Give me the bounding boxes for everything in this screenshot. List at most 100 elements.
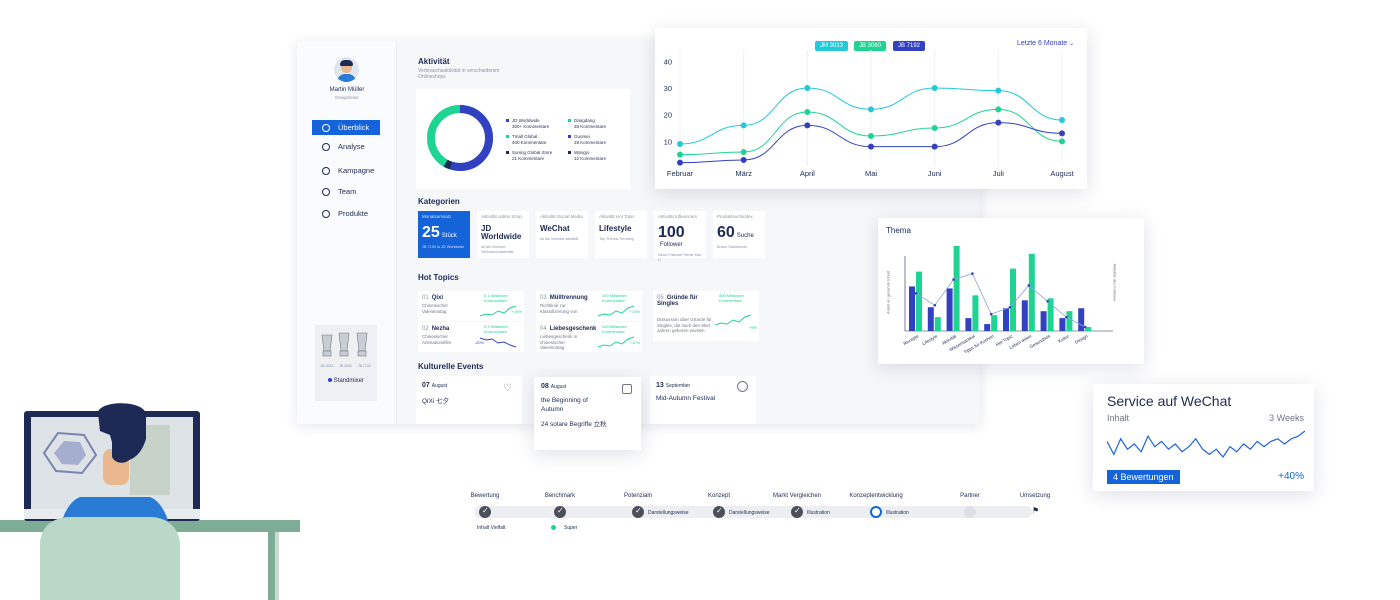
hot-topic-item[interactable]: 03 Mülltrennung Richtlinie zur Klassifizie…: [536, 291, 642, 321]
category-card[interactable]: Produktsuchindex 60 Suche Braun Standmixer: [713, 211, 765, 258]
sidebar-item-produkte[interactable]: Produkte: [312, 206, 380, 221]
category-card[interactable]: Aktivität Hot Topic Lifestyle Top Thema Tr…: [595, 211, 647, 258]
bar-1[interactable]: [1047, 298, 1054, 331]
sparkline-path: [480, 305, 516, 317]
data-point-0[interactable]: [931, 85, 938, 91]
event-card-mid-autumn[interactable]: 13 September Mid-Autumn Festival: [650, 376, 756, 424]
bar-0[interactable]: [909, 286, 915, 331]
bar-0[interactable]: [1021, 300, 1028, 331]
bar-1[interactable]: [934, 317, 941, 331]
sidebar-item-team[interactable]: Team: [312, 184, 380, 199]
data-point-1[interactable]: [868, 133, 874, 139]
bar-0[interactable]: [946, 288, 953, 331]
sparkline-path: [1107, 430, 1305, 458]
bar-0[interactable]: [965, 318, 972, 331]
data-point-1[interactable]: [995, 106, 1002, 113]
legend-name: Wangyi: [574, 150, 589, 155]
bar-1[interactable]: [991, 315, 998, 331]
data-point-2[interactable]: [1059, 130, 1065, 137]
step-label: Benchmark: [544, 493, 576, 499]
category-unit: Follower: [660, 242, 683, 248]
data-point-2[interactable]: [804, 122, 811, 129]
event-day: 13: [656, 382, 664, 389]
event-title: the Beginning of Autumn: [541, 397, 588, 413]
reviews-badge[interactable]: 4 Bewertungen: [1107, 470, 1180, 484]
data-point-1[interactable]: [740, 149, 747, 155]
hot-topic-item[interactable]: 02 Nezha Chinesischer Animationsfilm 3,3 Mi…: [418, 322, 524, 352]
data-point-1[interactable]: [804, 109, 811, 115]
step-dot[interactable]: ✓: [713, 506, 725, 518]
data-point-1[interactable]: [931, 125, 938, 131]
data-point-1[interactable]: [1059, 138, 1065, 145]
category-sub: Ist die höchste aktivität: [540, 237, 579, 241]
data-point-2[interactable]: [931, 143, 938, 150]
legend-series-1[interactable]: JB 3060: [854, 41, 887, 51]
step-dot[interactable]: ✓: [791, 506, 803, 518]
step-dot[interactable]: ✓: [632, 506, 644, 518]
data-point-0[interactable]: [804, 85, 811, 91]
bar-1[interactable]: [1028, 253, 1035, 331]
legend-series-0[interactable]: JM 3013: [815, 41, 849, 51]
product-widget[interactable]: JM 3013 JB 3060 JB 7192 Standmixer: [315, 325, 377, 401]
legend-item: JD Worldwide 300+ Kommentare: [506, 118, 564, 129]
categories-title: Kategorien: [418, 197, 460, 206]
box-icon: [322, 209, 330, 218]
category-card[interactable]: Monatsumsatz 25 Stück JB 7192 in JD Worldwi…: [418, 211, 470, 258]
bar-0[interactable]: [927, 307, 934, 331]
data-point-1[interactable]: [677, 151, 683, 158]
legend-series-2[interactable]: JB 7192: [893, 41, 926, 51]
bar-1[interactable]: [1066, 311, 1073, 331]
data-point-0[interactable]: [740, 122, 747, 129]
sidebar-item-analyse[interactable]: Analyse: [312, 139, 380, 154]
step-dot[interactable]: ✓: [479, 506, 491, 518]
event-card-qixi[interactable]: 07 August QiXi 七夕 ♡: [416, 376, 522, 424]
period-dropdown[interactable]: Letzte 6 Monate ⌄: [1017, 40, 1074, 47]
data-point-0[interactable]: [868, 106, 874, 113]
bar-0[interactable]: [1078, 308, 1085, 331]
sidebar-item-kampagne[interactable]: Kampagne: [312, 163, 380, 178]
data-point-2[interactable]: [995, 119, 1002, 126]
data-point-2[interactable]: [868, 143, 874, 150]
step-dot[interactable]: ✓: [554, 506, 566, 518]
step-dot[interactable]: ⚑: [1029, 506, 1041, 518]
x-tick-label: Mai: [865, 169, 877, 178]
category-card[interactable]: Aktivität online Shop JD Worldwide Ist die…: [477, 211, 529, 258]
data-point-2[interactable]: [677, 159, 683, 166]
event-card-autumn[interactable]: 08 August the Beginning of Autumn 24 sol…: [534, 377, 641, 450]
bar-0[interactable]: [1040, 311, 1047, 331]
bar-1[interactable]: [1085, 327, 1092, 331]
data-point-2[interactable]: [740, 157, 747, 163]
bar-0[interactable]: [984, 324, 991, 331]
avatar[interactable]: [334, 57, 359, 82]
bar-1[interactable]: [1010, 268, 1016, 331]
bar-0[interactable]: [1003, 308, 1009, 331]
step-dot[interactable]: [964, 506, 976, 518]
hot-topic-item[interactable]: 05 Gründe für Singles Diskussion über Grün…: [653, 291, 759, 341]
data-point-0[interactable]: [1059, 117, 1065, 123]
step-sublabel: Super: [564, 525, 578, 531]
bar-1[interactable]: [953, 245, 960, 331]
hot-topic-item[interactable]: 01 Qixi Chinesischer Valentinstag 5,1 Milli…: [418, 291, 524, 321]
legend-swatch: [506, 119, 509, 122]
category-card[interactable]: Aktivität Social Media WeChat Ist die höch…: [536, 211, 588, 258]
topic-num: 04: [540, 326, 547, 332]
line-chart: Februar März April Mai Juni Juli August 10 20 30 4…: [664, 50, 1075, 178]
bar-1[interactable]: [916, 271, 922, 331]
product-label: JM 3013: [320, 364, 334, 368]
legend-name: Guomei: [574, 134, 590, 139]
bar-chart: Rezepte Lifestyle AktivitätWissensartikelT…: [902, 245, 1113, 355]
bar-0[interactable]: [1059, 318, 1066, 331]
data-point-0[interactable]: [677, 141, 683, 147]
category-card[interactable]: Aktivität Influencers 100 Follower Neue Fol…: [654, 211, 706, 262]
bar-1[interactable]: [972, 295, 979, 331]
data-point-0[interactable]: [995, 87, 1002, 94]
hot-topic-item[interactable]: 04 Liebesgeschenk Liebesgeschenk in chines…: [536, 322, 642, 352]
step-dot[interactable]: [870, 506, 882, 518]
bar-chart-card: Thema Anteil an gesamte Inhalt Aktivität…: [878, 218, 1144, 364]
step-label: Bewertung: [470, 493, 500, 499]
wechat-label-left: Inhalt: [1107, 413, 1130, 423]
category-label: Monatsumsatz: [422, 214, 452, 219]
sidebar-item-uberblick[interactable]: Überblick: [312, 120, 380, 135]
topic-desc: Liebesgeschenk in chinesischer Valentins…: [540, 334, 578, 350]
globe-icon: [737, 381, 748, 392]
